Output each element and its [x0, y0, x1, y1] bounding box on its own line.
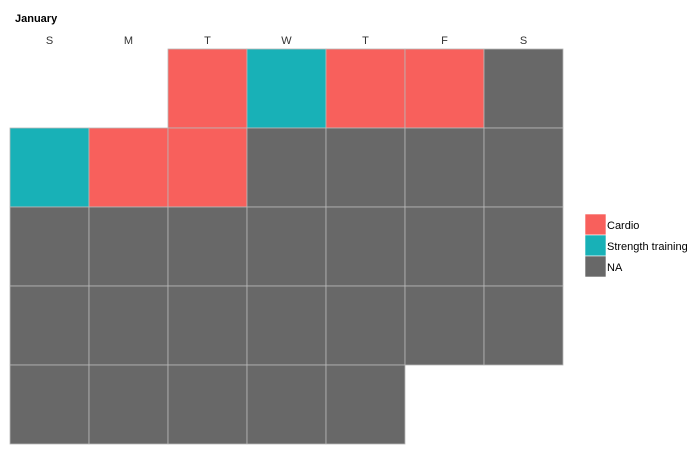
day-cell-na	[483, 206, 564, 287]
day-cell-na	[167, 285, 248, 366]
legend: Cardio Strength training NA	[584, 213, 688, 278]
day-cell-na	[246, 364, 327, 445]
weekday-label: T	[204, 35, 211, 47]
legend-label: NA	[607, 262, 623, 274]
legend-label: Strength training	[607, 241, 688, 253]
day-cell-na	[404, 285, 485, 366]
day-cell-na	[246, 206, 327, 287]
day-cell-cardio	[167, 48, 248, 129]
day-cell-cardio	[88, 127, 169, 208]
day-cell-na	[325, 127, 406, 208]
day-cell-na	[325, 364, 406, 445]
weekday-label: F	[441, 35, 448, 47]
day-cell-na	[404, 127, 485, 208]
calendar-grid	[9, 48, 564, 445]
chart-title: January	[15, 13, 58, 25]
day-cell-na	[9, 364, 90, 445]
day-cell-cardio	[167, 127, 248, 208]
legend-swatch	[584, 234, 607, 257]
day-cell-na	[246, 127, 327, 208]
day-cell-na	[9, 285, 90, 366]
day-cell-cardio	[325, 48, 406, 129]
day-cell-na	[483, 285, 564, 366]
day-cell-strength-training	[9, 127, 90, 208]
weekday-label: M	[124, 35, 133, 47]
day-cell-na	[404, 206, 485, 287]
day-cell-na	[88, 364, 169, 445]
legend-swatch	[584, 213, 607, 236]
day-cell-na	[167, 206, 248, 287]
day-cell-na	[483, 127, 564, 208]
legend-label: Cardio	[607, 220, 639, 232]
day-cell-na	[9, 206, 90, 287]
weekday-label: S	[46, 35, 53, 47]
day-cell-na	[88, 285, 169, 366]
day-cell-na	[325, 285, 406, 366]
day-cell-na	[325, 206, 406, 287]
weekday-label: T	[362, 35, 369, 47]
day-cell-na	[88, 206, 169, 287]
day-cell-na	[483, 48, 564, 129]
day-cell-na	[246, 285, 327, 366]
day-cell-na	[167, 364, 248, 445]
weekday-label: S	[520, 35, 527, 47]
day-cell-cardio	[404, 48, 485, 129]
legend-swatch	[584, 255, 607, 278]
day-cell-strength-training	[246, 48, 327, 129]
weekday-label: W	[281, 35, 292, 47]
